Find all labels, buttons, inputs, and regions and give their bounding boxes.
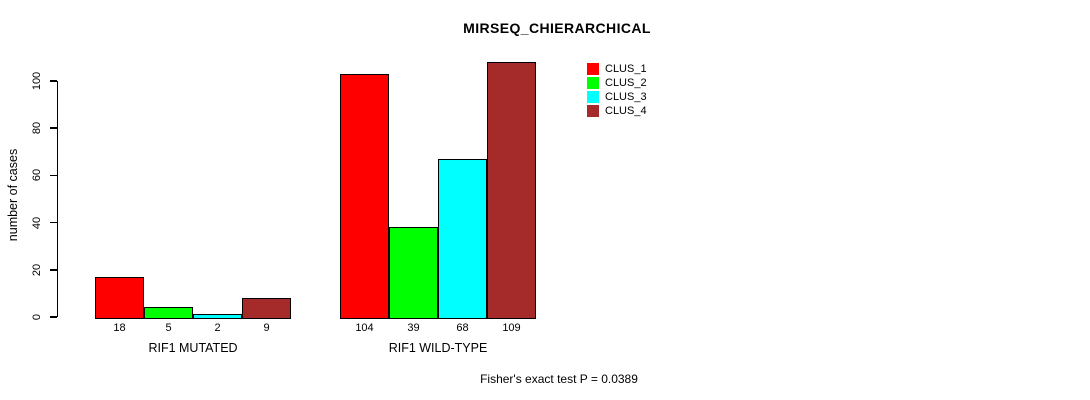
y-tick-label: 100 [31,71,43,91]
chart-title: MIRSEQ_CHIERARCHICAL [463,20,651,36]
bar-clus_1-1 [95,276,144,319]
legend-item: CLUS_3 [587,90,647,104]
legend-label: CLUS_4 [605,105,647,117]
y-tick-label: 80 [31,122,43,135]
y-tick-mark [49,269,57,271]
bar-clus_2-2 [389,226,438,319]
y-axis-label: number of cases [6,148,20,242]
legend-label: CLUS_2 [605,77,647,89]
bar-value-label: 5 [165,322,172,334]
y-tick-label: 40 [31,216,43,229]
y-axis-line [56,81,58,317]
bar-value-label: 9 [263,322,270,334]
category-label: RIF1 MUTATED [148,341,238,355]
y-tick-label: 0 [31,313,43,321]
bar-clus_4-2 [487,61,536,319]
legend-swatch-clus_4 [587,105,599,117]
category-label: RIF1 WILD-TYPE [388,341,488,355]
bar-clus_4-1 [242,297,291,319]
bar-clus_1-2 [340,73,389,319]
bar-clus_3-1 [193,314,242,319]
y-tick-mark [49,316,57,318]
legend: CLUS_1 CLUS_2 CLUS_3 CLUS_4 [587,62,647,118]
legend-item: CLUS_2 [587,76,647,90]
legend-label: CLUS_3 [605,91,647,103]
bar-value-label: 104 [355,322,374,334]
bar-clus_2-1 [144,307,193,319]
y-tick-mark [49,174,57,177]
bar-value-label: 2 [214,322,221,334]
legend-swatch-clus_1 [587,63,599,75]
legend-item: CLUS_1 [587,62,647,76]
bar-clus_3-2 [438,158,487,319]
bar-value-label: 68 [456,322,469,334]
legend-swatch-clus_2 [587,77,599,89]
legend-item: CLUS_4 [587,104,647,118]
y-tick-label: 20 [31,263,43,276]
legend-label: CLUS_1 [605,63,647,75]
y-tick-mark [49,80,57,82]
legend-swatch-clus_3 [587,91,599,103]
bar-value-label: 18 [113,322,126,334]
bar-value-label: 109 [502,322,521,334]
y-tick-mark [49,221,57,224]
y-tick-label: 60 [31,169,43,182]
stat-annotation: Fisher's exact test P = 0.0389 [480,372,638,386]
bar-value-label: 39 [407,322,420,334]
y-tick-mark [49,127,57,129]
